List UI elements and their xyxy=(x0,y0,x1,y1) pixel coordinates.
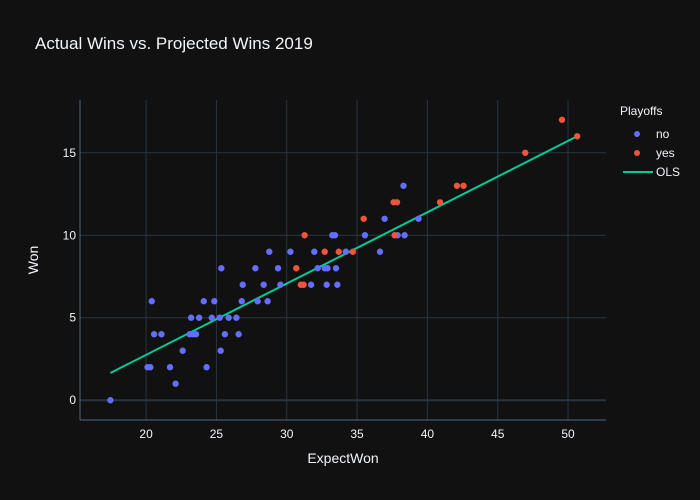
data-point-no[interactable] xyxy=(211,298,218,305)
axes xyxy=(79,100,606,421)
data-point-no[interactable] xyxy=(107,397,114,404)
data-point-no[interactable] xyxy=(235,331,242,338)
data-point-no[interactable] xyxy=(311,248,318,255)
data-point-no[interactable] xyxy=(307,281,315,288)
data-point-no[interactable] xyxy=(187,314,195,321)
data-point-yes[interactable] xyxy=(522,149,529,156)
y-tick-label: 15 xyxy=(63,146,77,160)
legend-marker-yes-icon xyxy=(634,150,640,156)
y-tick-label: 10 xyxy=(63,228,77,242)
data-point-yes[interactable] xyxy=(558,116,566,123)
y-axis-label: Won xyxy=(25,246,41,275)
data-point-no[interactable] xyxy=(314,265,321,272)
legend-label-ols: OLS xyxy=(656,164,681,179)
x-tick-label: 40 xyxy=(421,427,435,441)
data-point-no[interactable] xyxy=(266,248,273,255)
x-tick-label: 20 xyxy=(139,427,153,441)
x-tick-label: 25 xyxy=(210,427,224,441)
data-point-no[interactable] xyxy=(361,232,369,239)
gridlines xyxy=(80,100,606,420)
data-point-no[interactable] xyxy=(260,281,267,288)
data-point-no[interactable] xyxy=(334,281,341,288)
data-point-yes[interactable] xyxy=(460,182,467,189)
data-point-no[interactable] xyxy=(150,331,158,338)
legend-label-no: no xyxy=(656,126,670,141)
data-point-no[interactable] xyxy=(179,347,186,354)
data-point-yes[interactable] xyxy=(301,232,308,239)
data-point-no[interactable] xyxy=(192,331,200,338)
data-point-no[interactable] xyxy=(400,182,407,189)
data-point-yes[interactable] xyxy=(360,215,367,222)
x-tick-label: 30 xyxy=(280,427,294,441)
data-point-no[interactable] xyxy=(172,380,179,387)
data-point-no[interactable] xyxy=(217,347,224,354)
data-point-yes[interactable] xyxy=(300,281,307,288)
data-point-no[interactable] xyxy=(147,364,154,371)
data-point-yes[interactable] xyxy=(321,248,328,255)
x-tick-label: 35 xyxy=(350,427,364,441)
data-point-no[interactable] xyxy=(218,265,225,272)
chart-title: Actual Wins vs. Projected Wins 2019 xyxy=(35,34,313,53)
x-tick-label: 45 xyxy=(491,427,505,441)
data-point-no[interactable] xyxy=(233,314,240,321)
ols-trendline-layer xyxy=(109,135,578,374)
legend-label-yes: yes xyxy=(656,145,675,160)
data-point-no[interactable] xyxy=(274,265,282,272)
data-point-yes[interactable] xyxy=(573,133,581,140)
data-point-no[interactable] xyxy=(225,314,232,321)
y-tick-label: 5 xyxy=(69,311,76,325)
data-point-no[interactable] xyxy=(203,364,210,371)
data-point-no[interactable] xyxy=(166,364,174,371)
legend-item-yes[interactable]: yes xyxy=(612,143,680,162)
data-point-no[interactable] xyxy=(239,281,246,288)
legend: Playoffs no yes OLS xyxy=(612,104,680,181)
legend-item-ols[interactable]: OLS xyxy=(612,162,680,181)
data-point-no[interactable] xyxy=(287,248,294,255)
data-point-no[interactable] xyxy=(331,232,339,239)
data-point-no[interactable] xyxy=(254,298,261,305)
legend-item-no[interactable]: no xyxy=(612,124,680,143)
data-point-yes[interactable] xyxy=(335,248,342,255)
data-point-no[interactable] xyxy=(376,248,384,255)
x-tick-label: 50 xyxy=(561,427,575,441)
data-point-no[interactable] xyxy=(252,265,259,272)
data-point-no[interactable] xyxy=(158,331,165,338)
x-axis-label: ExpectWon xyxy=(307,450,378,466)
y-tick-label: 0 xyxy=(69,393,76,407)
data-point-no[interactable] xyxy=(216,314,223,321)
data-point-yes[interactable] xyxy=(391,232,398,239)
legend-title: Playoffs xyxy=(620,104,663,118)
data-point-no[interactable] xyxy=(342,248,350,255)
data-point-no[interactable] xyxy=(381,215,388,222)
data-point-yes[interactable] xyxy=(393,199,401,206)
ols-trendline xyxy=(109,135,578,374)
data-point-no[interactable] xyxy=(401,232,408,239)
data-point-no[interactable] xyxy=(324,265,331,272)
data-point-no[interactable] xyxy=(221,331,229,338)
data-point-yes[interactable] xyxy=(349,248,357,255)
data-point-no[interactable] xyxy=(277,281,284,288)
data-point-yes[interactable] xyxy=(453,182,461,189)
data-point-no[interactable] xyxy=(238,298,245,305)
data-point-yes[interactable] xyxy=(293,265,300,272)
data-point-no[interactable] xyxy=(208,314,215,321)
data-point-no[interactable] xyxy=(195,314,203,321)
legend-line-ols-icon xyxy=(623,171,653,173)
data-point-no[interactable] xyxy=(148,298,155,305)
data-point-yes[interactable] xyxy=(436,199,444,206)
data-point-no[interactable] xyxy=(200,298,207,305)
data-point-no[interactable] xyxy=(323,281,330,288)
points-layer xyxy=(107,116,581,404)
data-point-no[interactable] xyxy=(332,265,340,272)
data-point-no[interactable] xyxy=(415,215,422,222)
legend-marker-no-icon xyxy=(634,131,640,137)
data-point-no[interactable] xyxy=(264,298,271,305)
tick-labels: 20 25 30 35 40 45 50 0 5 10 15 xyxy=(63,146,575,441)
